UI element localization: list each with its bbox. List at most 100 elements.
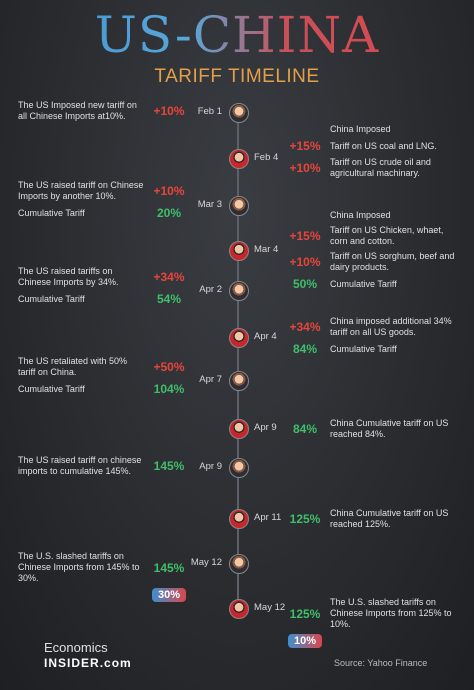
entry: China Imposed — [282, 124, 458, 135]
tariff-value: 104% — [153, 382, 185, 396]
entry: +10% Tariff on US sorghum, beef and dairy… — [282, 251, 458, 273]
entry: The US raised tariff on Chinese Imports … — [18, 180, 192, 202]
entry: The U.S. slashed tariffs on Chinese Impo… — [18, 551, 192, 584]
entry: 30% — [18, 588, 192, 602]
brand-name: INSIDER — [44, 656, 100, 670]
tariff-value: 125% — [289, 512, 321, 526]
event-block: The US Imposed new tariff on all Chinese… — [18, 100, 192, 122]
tariff-value: 20% — [156, 206, 182, 220]
entry-text: China Imposed — [330, 210, 391, 220]
entry: Cumulative Tariff 104% — [18, 382, 192, 396]
event-block: 84% China Cumulative tariff on US reached… — [282, 418, 458, 440]
tariff-value: +10% — [289, 161, 321, 175]
date-label: Apr 7 — [199, 374, 222, 385]
source: Source: Yahoo Finance — [334, 658, 428, 668]
entry-text: The U.S. slashed tariffs on Chinese Impo… — [18, 551, 140, 583]
portrait-dot — [229, 458, 249, 478]
tariff-badge: 30% — [152, 588, 186, 602]
portrait-dot — [229, 196, 249, 216]
portrait-dot — [229, 103, 249, 123]
entry: The US Imposed new tariff on all Chinese… — [18, 100, 192, 122]
tariff-value: +10% — [289, 255, 321, 269]
tariff-value: 84% — [292, 342, 318, 356]
portrait-dot — [229, 281, 249, 301]
date-label: Feb 4 — [254, 152, 279, 163]
entry: Cumulative Tariff 20% — [18, 206, 192, 220]
date-label: Mar 3 — [197, 199, 222, 210]
subtitle: TARIFF TIMELINE — [154, 66, 320, 87]
date-label: Apr 11 — [254, 512, 282, 523]
entry: Cumulative Tariff 54% — [18, 292, 192, 306]
tariff-value: 145% — [153, 560, 185, 575]
entry: The US retaliated with 50% tariff on Chi… — [18, 356, 192, 378]
entry-text: China Cumulative tariff on US reached 84… — [330, 418, 449, 439]
portrait-dot — [229, 149, 249, 169]
brand: INSIDER.com — [44, 656, 132, 670]
entry-text: China imposed additional 34% tariff on a… — [330, 316, 452, 337]
event-block: The US raised tariff on chinese imports … — [18, 455, 192, 477]
event-block: The US raised tariffs on Chinese Imports… — [18, 266, 192, 306]
brand-suffix: .com — [99, 656, 132, 670]
date-label: Apr 4 — [254, 331, 277, 342]
entry: The US raised tariffs on Chinese Imports… — [18, 266, 192, 288]
date-label: Mar 4 — [254, 244, 279, 255]
entry-text: The US retaliated with 50% tariff on Chi… — [18, 356, 128, 377]
entry-text: Tariff on US crude oil and agricultural … — [330, 157, 431, 178]
timeline-line — [237, 112, 239, 608]
portrait-dot — [229, 328, 249, 348]
event-block: China Imposed +15% Tariff on US Chicken, w… — [282, 210, 458, 291]
event-block: China Imposed +15% Tariff on US coal and L… — [282, 124, 458, 179]
entry-text: Tariff on US sorghum, beef and dairy pro… — [330, 251, 455, 272]
entry-text: Tariff on US Chicken, whaet, corn and co… — [330, 225, 444, 246]
event-block: The US raised tariff on Chinese Imports … — [18, 180, 192, 220]
date-label: Apr 9 — [254, 422, 277, 433]
entry-text: Cumulative Tariff — [18, 207, 85, 218]
date-label: Apr 9 — [199, 461, 222, 472]
entry-text: Cumulative Tariff — [330, 343, 397, 354]
entry: +34% China imposed additional 34% tariff … — [282, 316, 458, 338]
entry-text: Tariff on US coal and LNG. — [330, 140, 437, 151]
date-label: May 12 — [190, 557, 222, 568]
entry: 84% China Cumulative tariff on US reached… — [282, 418, 458, 440]
entry: 10% — [282, 634, 458, 648]
tariff-value: +50% — [153, 360, 185, 374]
portrait-dot — [229, 241, 249, 261]
badge-wrap: 10% — [282, 634, 328, 648]
badge-wrap: 30% — [146, 588, 192, 602]
entry: 125% The U.S. slashed tariffs on Chinese … — [282, 597, 458, 630]
entry-text: Cumulative Tariff — [18, 293, 85, 304]
entry-text: The US raised tariffs on Chinese Imports… — [18, 266, 119, 287]
tariff-value: 145% — [153, 459, 185, 473]
tariff-value: +15% — [289, 139, 321, 153]
event-block: The US retaliated with 50% tariff on Chi… — [18, 356, 192, 396]
entry: China Imposed — [282, 210, 458, 221]
entry: 84% Cumulative Tariff — [282, 342, 458, 356]
title: US-CHINA — [0, 6, 474, 64]
date-label: Apr 2 — [199, 284, 222, 295]
entry: The US raised tariff on chinese imports … — [18, 455, 192, 477]
tariff-value: 54% — [156, 292, 182, 306]
entry-text: China Imposed — [330, 124, 391, 134]
tariff-value: 125% — [289, 606, 321, 621]
entry-text: China Cumulative tariff on US reached 12… — [330, 508, 449, 529]
entry: +10% Tariff on US crude oil and agricultu… — [282, 157, 458, 179]
tariff-value: +15% — [289, 229, 321, 243]
event-block: +34% China imposed additional 34% tariff … — [282, 316, 458, 356]
tariff-value: 50% — [292, 277, 318, 291]
entry: 50% Cumulative Tariff — [282, 277, 458, 291]
portrait-dot — [229, 371, 249, 391]
entry: 125% China Cumulative tariff on US reache… — [282, 508, 458, 530]
entry-text: The US Imposed new tariff on all Chinese… — [18, 100, 137, 121]
entry-text: The US raised tariff on chinese imports … — [18, 455, 142, 476]
tariff-badge: 10% — [288, 634, 322, 648]
entry-text: Cumulative Tariff — [330, 278, 397, 289]
tariff-value: +34% — [289, 320, 321, 334]
brand: Economics — [44, 640, 108, 655]
tariff-value: +34% — [153, 270, 185, 284]
portrait-dot — [229, 554, 249, 574]
entry: +15% Tariff on US Chicken, whaet, corn an… — [282, 225, 458, 247]
tariff-value: 84% — [292, 422, 318, 436]
event-block: 125% China Cumulative tariff on US reache… — [282, 508, 458, 530]
date-label: Feb 1 — [197, 106, 222, 117]
